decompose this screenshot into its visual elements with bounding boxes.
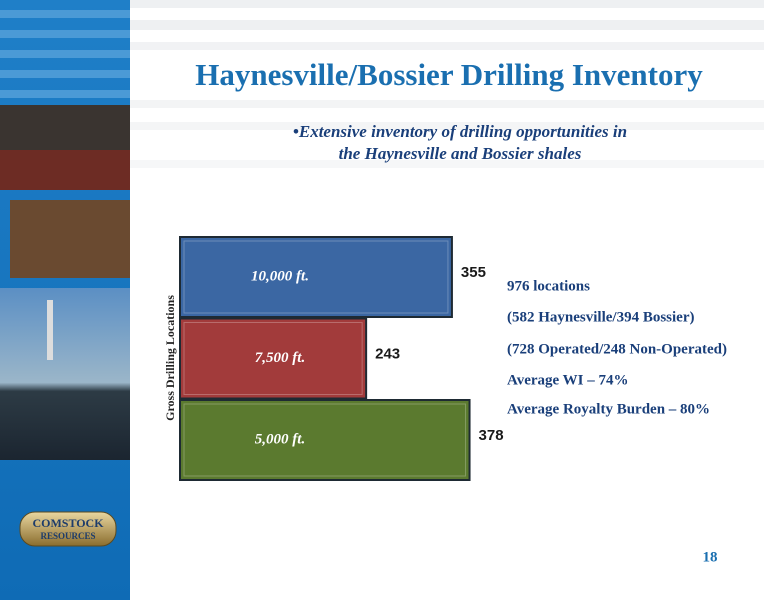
annotation: Average WI – 74% [507, 372, 629, 388]
photo [0, 288, 130, 460]
background-stripes [130, 0, 764, 168]
bar [179, 317, 368, 400]
logo-text: RESOURCES [40, 531, 95, 541]
y-axis-label: Gross Drilling Locations [163, 295, 177, 421]
bar-bevel [183, 240, 449, 314]
bar-bevel [183, 322, 363, 395]
logo-badge [19, 511, 117, 547]
logo-text: COMSTOCK [32, 516, 104, 530]
subtitle: the Haynesville and Bossier shales [339, 144, 582, 163]
sidebar: COMSTOCK RESOURCES [0, 0, 130, 600]
value-label: 243 [375, 345, 400, 362]
bar [179, 399, 471, 481]
value-label: 378 [479, 427, 504, 444]
bar-bevel [183, 403, 467, 477]
bar-category-label: 5,000 ft. [255, 431, 305, 447]
subtitle: •Extensive inventory of drilling opportu… [293, 122, 627, 141]
annotation: (582 Haynesville/394 Bossier) [507, 309, 695, 325]
annotation: Average Royalty Burden – 80% [507, 401, 710, 417]
annotation: (728 Operated/248 Non-Operated) [507, 341, 727, 357]
photo [10, 200, 130, 278]
annotation: 976 locations [507, 278, 590, 294]
bar [179, 236, 453, 318]
bar-category-label: 7,500 ft. [255, 350, 305, 366]
page-number: 18 [703, 549, 718, 565]
slide-title: Haynesville/Bossier Drilling Inventory [195, 57, 703, 92]
bar-category-label: 10,000 ft. [251, 268, 309, 284]
value-label: 355 [461, 264, 486, 281]
